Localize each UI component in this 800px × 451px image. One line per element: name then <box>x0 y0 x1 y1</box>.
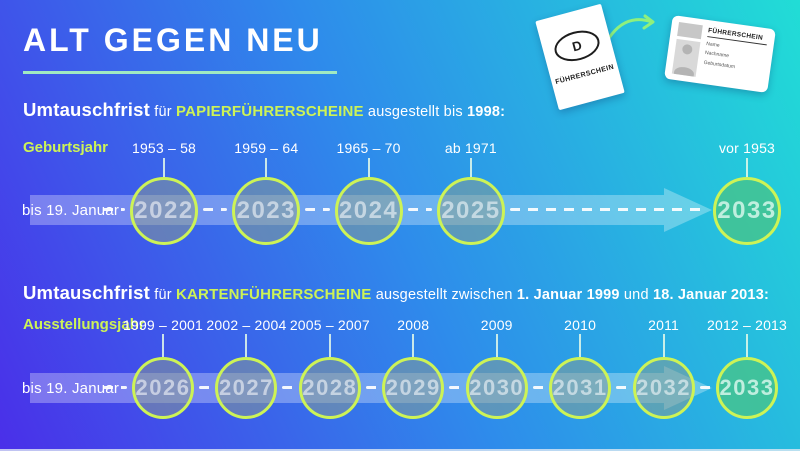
timeline-dashes <box>282 386 294 389</box>
country-letter: D <box>570 37 584 55</box>
heading-segment: und <box>619 287 653 303</box>
card-photo-block <box>677 21 703 40</box>
deadline-circle: 2025 <box>436 177 505 245</box>
bottom-edge-line <box>0 449 800 451</box>
heading-segment: für <box>150 287 176 303</box>
deadline-circle: 2023 <box>232 177 301 245</box>
timeline-entry-label: 2008 <box>397 317 430 333</box>
timeline-tick <box>495 334 498 357</box>
paper-license-label: FÜHRERSCHEIN <box>554 63 615 87</box>
section-heading: Umtauschfrist für PAPIERFÜHRERSCHEINE au… <box>23 99 505 121</box>
timeline-tick <box>163 158 165 177</box>
timeline-entry-label: 2011 <box>648 317 680 333</box>
heading-segment: 1998: <box>467 104 506 120</box>
section-heading: Umtauschfrist für KARTENFÜHRERSCHEINE au… <box>23 282 769 304</box>
deadline-circle: 2030 <box>465 357 528 419</box>
deadline-circle: 2032 <box>632 357 695 419</box>
heading-segment: Umtauschfrist <box>23 99 150 120</box>
exchange-arrow-icon <box>607 14 655 40</box>
timeline-entry-label: vor 1953 <box>718 140 776 156</box>
timeline-tick <box>746 334 748 357</box>
timeline-tick <box>162 334 164 357</box>
deadline-circle: 2029 <box>382 357 445 419</box>
timeline-tick <box>662 334 665 357</box>
deadline-circle-final: 2033 <box>713 177 781 245</box>
page-title: ALT GEGEN NEU <box>23 22 323 58</box>
timeline-dashes <box>532 386 545 389</box>
axis-label: Ausstellungsjahr <box>23 316 145 333</box>
timeline-dashes <box>449 386 461 389</box>
heading-segment: ausgestellt bis <box>363 104 468 120</box>
timeline-dashes <box>407 208 432 211</box>
card-text-column: FÜHRERSCHEIN Name Nachname Geburtsdatum <box>702 26 769 86</box>
deadline-circle: 2028 <box>298 357 361 419</box>
axis-label: Geburtsjahr <box>23 139 109 156</box>
timeline-tick <box>265 158 268 177</box>
timeline-dashes <box>199 386 211 389</box>
timeline-dashes <box>103 208 125 211</box>
timeline-dashes <box>305 208 330 211</box>
heading-segment: Umtauschfrist <box>23 282 150 303</box>
card-license-illustration: FÜHRERSCHEIN Name Nachname Geburtsdatum <box>664 15 776 93</box>
timeline-entry-label: 2012 – 2013 <box>706 317 788 333</box>
timeline-dashes <box>365 386 378 389</box>
timeline-tick <box>469 158 472 177</box>
deadline-row-label: bis 19. Januar <box>22 380 120 397</box>
deadline-circle: 2031 <box>549 357 612 419</box>
timeline-dashes <box>699 386 711 389</box>
deadline-circle: 2024 <box>334 177 403 245</box>
timeline-tick <box>746 158 748 177</box>
timeline-entry-label: 1965 – 70 <box>336 140 401 156</box>
timeline-entry-label: 2009 <box>480 317 513 333</box>
deadline-circle: 2026 <box>132 357 194 419</box>
deadline-circle: 2022 <box>130 177 198 245</box>
deadline-circle-final: 2033 <box>716 357 778 419</box>
deadline-circle: 2027 <box>215 357 278 419</box>
card-photo-column <box>671 21 703 77</box>
deadline-row-label: bis 19. Januar <box>22 202 120 219</box>
heading-segment: PAPIERFÜHRERSCHEINE <box>175 103 364 120</box>
heading-segment: für <box>150 104 176 120</box>
title-underline <box>23 71 337 74</box>
timeline-dashes <box>203 208 228 211</box>
portrait-shoulders <box>673 65 695 77</box>
timeline-dashes <box>509 208 708 211</box>
heading-segment: KARTENFÜHRERSCHEINE <box>175 286 372 303</box>
timeline-entry-label: 2010 <box>564 317 597 333</box>
timeline-entry-label: 1999 – 2001 <box>122 317 204 333</box>
timeline-entry-label: 1959 – 64 <box>234 140 299 156</box>
timeline-tick <box>367 158 370 177</box>
country-oval-icon: D <box>551 25 603 66</box>
timeline-entry-label: ab 1971 <box>444 140 497 156</box>
timeline-dashes <box>616 386 628 389</box>
heading-segment: 1. Januar 1999 <box>516 287 620 303</box>
timeline-tick <box>245 334 248 357</box>
portrait-head <box>681 43 693 56</box>
timeline-entry-label: 2005 – 2007 <box>289 317 370 333</box>
heading-segment: 18. Januar 2013: <box>652 287 769 303</box>
timeline-tick <box>412 334 415 357</box>
timeline-tick <box>579 334 582 357</box>
card-portrait-icon <box>671 38 701 77</box>
timeline-entry-label: 2002 – 2004 <box>206 317 287 333</box>
timeline-tick <box>328 334 331 357</box>
timeline-dashes <box>103 386 127 389</box>
timeline-entry-label: 1953 – 58 <box>131 140 197 156</box>
heading-segment: ausgestellt zwischen <box>371 287 517 303</box>
